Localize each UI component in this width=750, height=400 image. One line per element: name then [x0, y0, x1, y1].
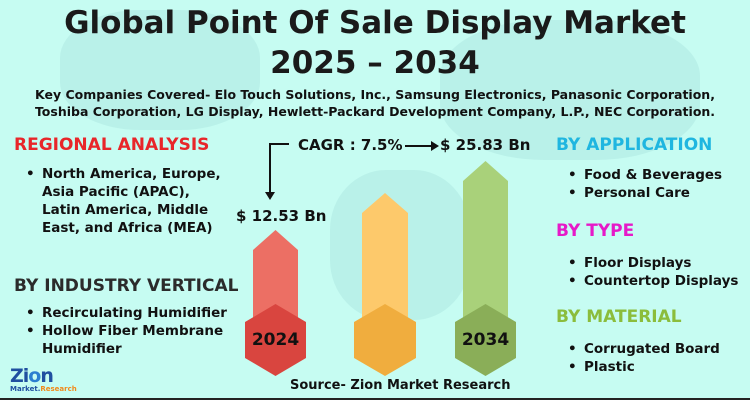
world-map-shape — [440, 20, 700, 160]
list-item: Hollow Fiber Membrane Humidifier — [24, 322, 244, 358]
cagr-label: CAGR : 7.5% — [298, 136, 403, 154]
list-item: Plastic — [566, 358, 746, 376]
arrow-line — [269, 143, 271, 193]
list-item: Floor Displays — [566, 254, 750, 272]
arrow-line — [269, 143, 289, 145]
type-heading: BY TYPE — [556, 221, 635, 241]
list-item: Corrugated Board — [566, 340, 746, 358]
material-list: Corrugated Board Plastic — [566, 340, 746, 376]
application-list: Food & Beverages Personal Care — [566, 166, 746, 202]
regional-list: North America, Europe, Asia Pacific (APA… — [24, 165, 224, 237]
arrow-right-icon — [431, 141, 439, 151]
key-companies: Key Companies Covered- Elo Touch Solutio… — [34, 87, 716, 119]
industry-list: Recirculating Humidifier Hollow Fiber Me… — [24, 304, 244, 358]
value-2034-label: $ 25.83 Bn — [440, 136, 531, 154]
industry-heading: BY INDUSTRY VERTICAL — [14, 276, 239, 296]
list-item: Countertop Displays — [566, 272, 750, 290]
arrow-line — [405, 145, 433, 147]
title-line-1: Global Point Of Sale Display Market — [64, 5, 686, 41]
list-item: Food & Beverages — [566, 166, 746, 184]
list-item: Recirculating Humidifier — [24, 304, 244, 322]
application-heading: BY APPLICATION — [556, 135, 713, 155]
regional-heading: REGIONAL ANALYSIS — [14, 135, 210, 155]
type-list: Floor Displays Countertop Displays — [566, 254, 750, 290]
source-label: Source- Zion Market Research — [290, 378, 511, 393]
material-heading: BY MATERIAL — [556, 307, 682, 327]
zion-logo: Zion Market.Research — [10, 365, 77, 393]
hex-middle — [354, 304, 416, 376]
value-2024-label: $ 12.53 Bn — [236, 207, 327, 225]
list-item: Personal Care — [566, 184, 746, 202]
world-map-shape — [60, 10, 260, 130]
arrow-down-icon — [265, 192, 275, 200]
title-line-2: 2025 – 2034 — [270, 45, 480, 81]
list-item: North America, Europe, Asia Pacific (APA… — [24, 165, 224, 237]
